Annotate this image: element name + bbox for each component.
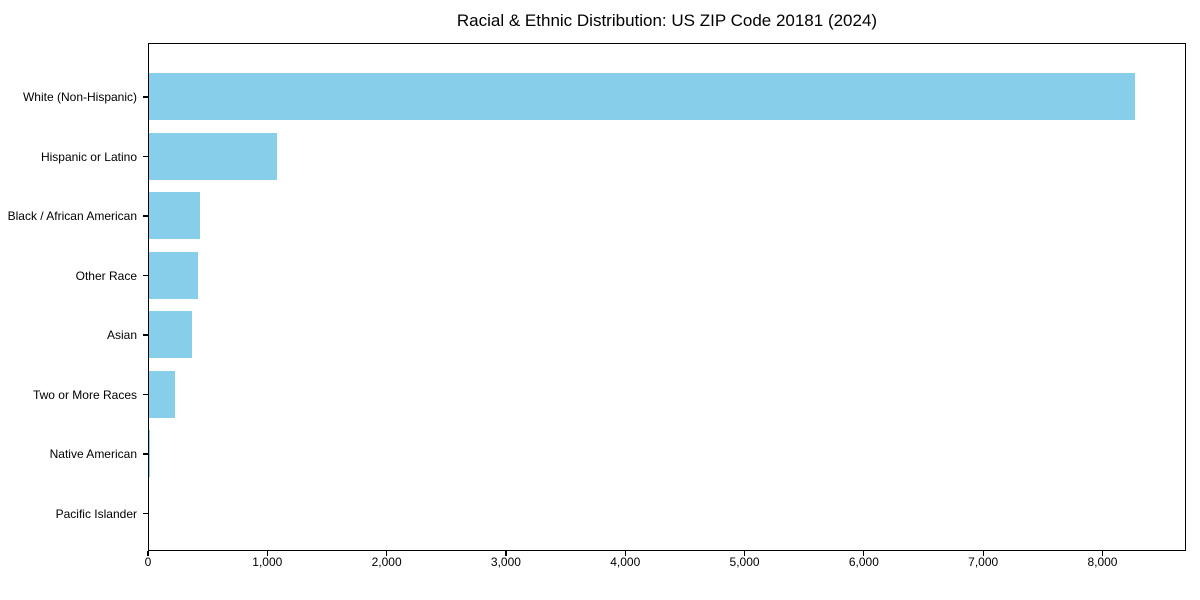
x-tick-label-5-000: 5,000 — [729, 555, 760, 569]
x-tick-mark — [266, 551, 268, 556]
x-tick-mark — [505, 551, 507, 556]
bar-hispanic-or-latino — [149, 132, 278, 180]
y-tick-mark — [143, 96, 148, 98]
y-tick-mark — [143, 334, 148, 336]
x-tick-label-3-000: 3,000 — [490, 555, 521, 569]
x-tick-mark — [147, 551, 149, 556]
y-tick-label-two-or-more-races: Two or More Races — [32, 387, 137, 402]
y-tick-label-black-african-american: Black / African American — [7, 209, 137, 223]
x-tick-mark — [386, 551, 388, 556]
y-tick-label-other-race: Other Race — [75, 268, 137, 283]
y-tick-mark — [143, 393, 148, 396]
y-tick-label-white-non-hispanic: White (Non-Hispanic) — [22, 90, 137, 104]
x-tick-label-6-000: 6,000 — [848, 555, 879, 569]
y-tick-label-hispanic-or-latino: Hispanic or Latino — [40, 149, 137, 164]
y-tick-mark — [143, 215, 148, 217]
x-tick-label-0: 0 — [144, 555, 152, 569]
bar-other-race — [149, 251, 198, 299]
y-tick-mark — [143, 155, 148, 158]
y-tick-mark — [143, 453, 148, 455]
bar-two-or-more-races — [149, 370, 176, 418]
bar-asian — [149, 311, 192, 359]
x-tick-mark — [863, 551, 865, 556]
x-tick-mark — [624, 551, 626, 556]
x-tick-mark — [982, 551, 984, 556]
x-tick-mark — [743, 551, 746, 556]
bar-white-non-hispanic — [149, 73, 1135, 121]
y-tick-label-asian: Asian — [106, 328, 137, 342]
y-tick-mark — [143, 274, 148, 277]
x-tick-label-8-000: 8,000 — [1087, 555, 1118, 569]
chart-title: Racial & Ethnic Distribution: US ZIP Cod… — [456, 11, 878, 30]
bar-black-african-american — [149, 192, 200, 240]
x-tick-label-1-000: 1,000 — [252, 555, 283, 569]
x-tick-label-7-000: 7,000 — [968, 555, 999, 569]
y-tick-label-native-american: Native American — [49, 447, 137, 461]
y-tick-mark — [143, 512, 148, 515]
plot-area — [148, 43, 1186, 551]
x-tick-mark — [1101, 551, 1104, 556]
y-tick-label-pacific-islander: Pacific Islander — [55, 506, 137, 521]
bar-native-american — [149, 430, 151, 478]
x-tick-label-2-000: 2,000 — [371, 555, 402, 569]
x-tick-label-4-000: 4,000 — [610, 555, 641, 569]
